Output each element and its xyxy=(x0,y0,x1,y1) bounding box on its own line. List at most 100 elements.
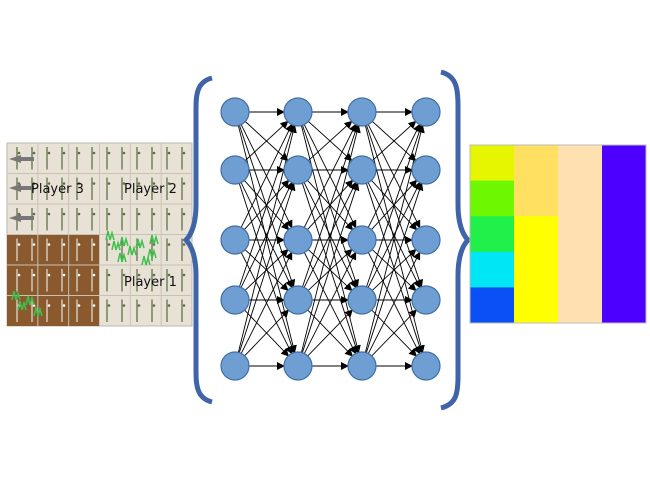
plant-leaf xyxy=(107,182,111,185)
network-node xyxy=(283,351,313,381)
network-edge xyxy=(240,251,293,354)
grass-blade xyxy=(127,245,137,256)
game-grid-lines xyxy=(7,143,192,326)
network-edges xyxy=(237,108,425,370)
grass-blade xyxy=(119,236,129,247)
grass-blade xyxy=(149,234,159,245)
plant-leaf xyxy=(167,212,171,216)
network-edge xyxy=(307,248,353,291)
plant-leaf xyxy=(92,304,96,307)
output-cell xyxy=(470,287,515,324)
plant-leaf xyxy=(137,151,141,155)
network-edge xyxy=(301,182,360,353)
output-cell xyxy=(470,216,515,253)
plant-leaf xyxy=(182,182,186,185)
plant-leaf xyxy=(137,304,141,307)
network-node xyxy=(220,225,250,255)
network-node xyxy=(220,285,250,315)
grass-blade xyxy=(105,230,115,241)
neural-network xyxy=(182,69,472,411)
network-node xyxy=(411,225,441,255)
plant-leaf xyxy=(92,212,96,216)
plant-leaf xyxy=(152,273,156,277)
plant-leaf xyxy=(62,273,66,277)
network-node xyxy=(283,225,313,255)
network-edge xyxy=(365,182,424,353)
plant-leaf xyxy=(107,273,111,277)
plant-leaf xyxy=(182,304,186,307)
grass-blade xyxy=(25,295,35,306)
plant-leaf xyxy=(62,212,66,216)
plant-leaf xyxy=(77,212,81,216)
plant-leaf xyxy=(77,273,81,277)
plant-leaf xyxy=(107,304,111,307)
output-grid-border xyxy=(469,144,647,324)
plant-leaf xyxy=(32,182,36,185)
plant-leaf xyxy=(77,243,81,246)
plant-leaf xyxy=(92,273,96,277)
network-edge xyxy=(244,120,289,161)
output-cell xyxy=(602,145,647,182)
network-edge xyxy=(303,251,357,354)
plant-stems xyxy=(16,147,186,322)
output-cell xyxy=(470,180,515,217)
plant-leaf xyxy=(167,273,171,277)
right-brace xyxy=(440,69,472,411)
plant-leaf xyxy=(17,273,21,277)
network-edge xyxy=(240,181,293,288)
network-edge xyxy=(239,124,296,287)
plant-leaf xyxy=(167,182,171,185)
plant-leaf xyxy=(122,273,126,277)
plant-leaf xyxy=(182,151,186,155)
arrow-left-icon xyxy=(9,155,34,163)
plant-leaf xyxy=(62,182,66,185)
arrow-left-icon xyxy=(9,214,34,222)
plant-leaf xyxy=(47,182,51,185)
plant-leaf xyxy=(62,304,66,307)
plant-leaf xyxy=(32,151,36,155)
plant-leaf xyxy=(122,212,126,216)
plant-leaf xyxy=(32,212,36,216)
plant-leaf xyxy=(77,151,81,155)
network-node xyxy=(220,351,250,381)
plant-leaf xyxy=(137,182,141,185)
arrow-left-icon xyxy=(9,184,34,192)
plant-leaf xyxy=(167,243,171,246)
plant-leaf xyxy=(32,243,36,246)
grass-blade xyxy=(11,290,21,301)
network-edge xyxy=(366,124,424,287)
network-edge xyxy=(371,309,417,357)
arrow-icons xyxy=(9,155,34,222)
grass-patches xyxy=(11,230,159,317)
output-cell xyxy=(514,216,559,253)
plant-leaf xyxy=(122,151,126,155)
grass-blade xyxy=(33,306,43,317)
player1-label: Player 1 xyxy=(124,275,177,290)
plant-leaf xyxy=(137,273,141,277)
network-node xyxy=(347,285,377,315)
output-cell xyxy=(470,251,515,288)
plant-leaf xyxy=(122,182,126,185)
output-cell xyxy=(602,287,647,324)
output-cell xyxy=(470,145,515,182)
plant-leaf xyxy=(47,151,51,155)
output-cell xyxy=(558,180,603,217)
plant-leaf xyxy=(92,151,96,155)
network-edge xyxy=(244,309,290,357)
plant-leaf xyxy=(32,273,36,277)
plant-leaf xyxy=(122,304,126,307)
network-node xyxy=(220,97,250,127)
network-node xyxy=(283,97,313,127)
output-cell xyxy=(558,287,603,324)
network-edge xyxy=(371,248,417,291)
network-edge xyxy=(367,123,421,228)
output-cell xyxy=(558,216,603,253)
plant-leaf xyxy=(182,243,186,246)
output-cell xyxy=(514,180,559,217)
network-node xyxy=(283,155,313,185)
output-color-grid xyxy=(469,144,647,324)
plant-leaf xyxy=(47,243,51,246)
network-edge xyxy=(303,181,357,288)
plant-leaf xyxy=(62,151,66,155)
output-cell xyxy=(514,251,559,288)
